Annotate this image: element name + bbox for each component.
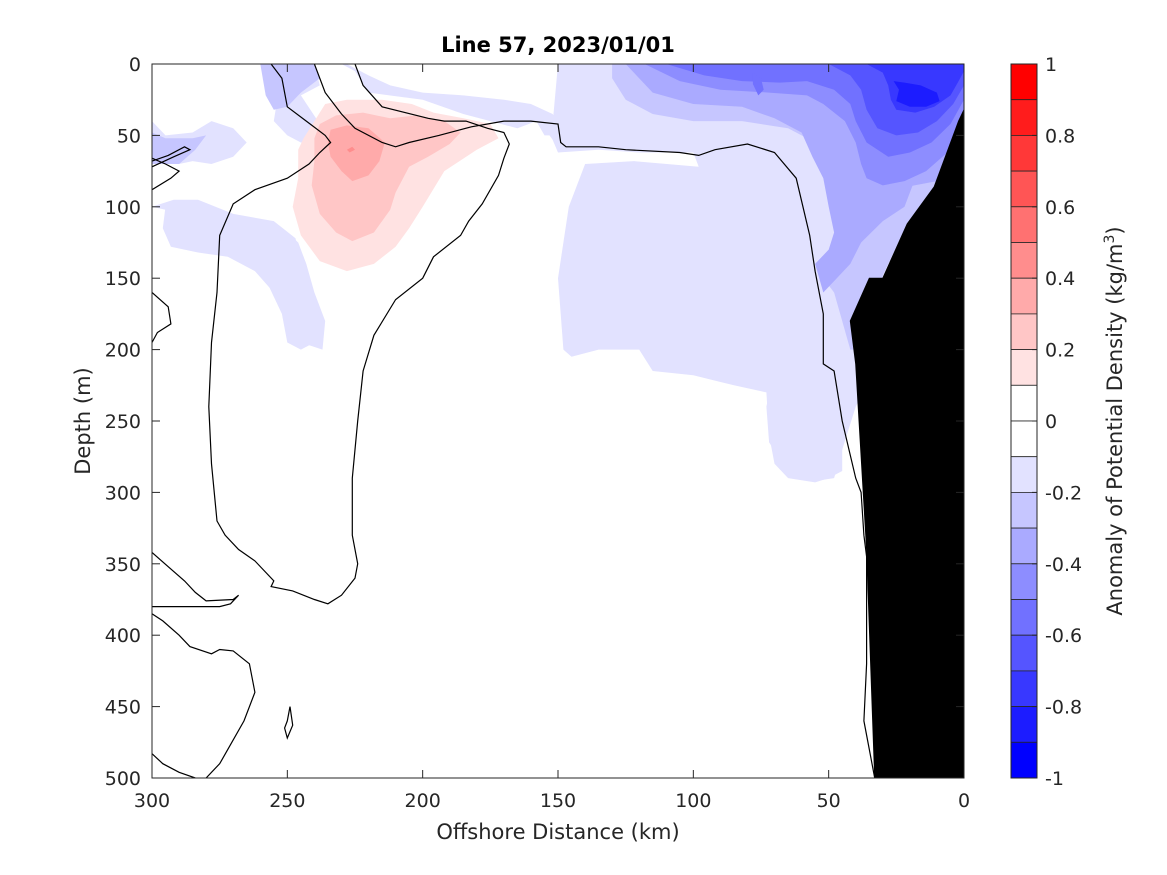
red-band-3-area-1: [327, 125, 385, 182]
x-tick-label: 50: [817, 790, 841, 812]
x-tick-label: 0: [958, 790, 970, 812]
colorbar-tick-label: 0.6: [1045, 197, 1075, 219]
colorbar-label: Anomaly of Potential Density (kg/m3): [1102, 226, 1127, 615]
colorbar-swatch: [1010, 420, 1038, 458]
y-tick-label: 350: [105, 554, 141, 576]
blue-band-5-area-2: [752, 72, 764, 96]
colorbar-swatch: [1010, 349, 1038, 386]
colorbar-swatch: [1010, 277, 1038, 315]
chart-title: Line 57, 2023/01/01: [441, 33, 675, 57]
blue-band-1-area-6: [152, 199, 320, 350]
colorbar-swatch: [1010, 563, 1038, 600]
colorbar-swatch: [1010, 313, 1038, 350]
y-tick-label: 500: [105, 768, 141, 790]
zero-contour-line-6: [152, 753, 196, 778]
colorbar-tick-label: 0.4: [1045, 268, 1075, 290]
colorbar-swatch: [1010, 527, 1038, 565]
x-tick-label: 150: [540, 790, 576, 812]
zero-contour-line-5: [152, 613, 256, 778]
zero-contour-line-3: [152, 292, 172, 343]
colorbar-swatch: [1010, 99, 1038, 136]
x-tick-label: 200: [405, 790, 441, 812]
colorbar-tick-label: -0.4: [1045, 554, 1082, 576]
zero-contour-line-8: [313, 64, 876, 778]
colorbar-tick-label: -1: [1045, 768, 1064, 790]
y-tick-label: 450: [105, 697, 141, 719]
y-tick-label: 200: [105, 340, 141, 362]
y-axis-label: Depth (m): [71, 367, 95, 474]
colorbar-tick-label: -0.8: [1045, 697, 1082, 719]
blue-band-1-area-4: [152, 64, 569, 164]
colorbar-swatch: [1010, 741, 1038, 779]
colorbar-swatch: [1010, 706, 1038, 743]
contour-fill-layer: [152, 64, 964, 483]
colorbar-swatch: [1010, 63, 1038, 101]
blue-band-2-area-1: [260, 64, 320, 110]
colorbar-swatch: [1010, 491, 1038, 529]
y-tick-label: 100: [105, 197, 141, 219]
y-tick-label: 0: [129, 54, 141, 76]
colorbar-swatch: [1010, 206, 1038, 243]
x-tick-label: 100: [675, 790, 711, 812]
bathymetry-layer: [849, 109, 964, 778]
x-tick-label: 250: [269, 790, 305, 812]
colorbar-swatch: [1010, 170, 1038, 208]
zero-contour-line-9: [208, 64, 510, 605]
y-tick-label: 250: [105, 411, 141, 433]
colorbar-swatch: [1010, 384, 1038, 422]
colorbar: 1 0.8 0.6 0.4 0.2 0 -0.2 -0.4 -0.6 -0.8 -1: [1010, 54, 1082, 790]
colorbar-label-suffix: ): [1103, 226, 1127, 234]
zero-contour-line-2: [152, 157, 181, 191]
colorbar-swatch: [1010, 634, 1038, 672]
y-tick-label: 150: [105, 268, 141, 290]
y-tick-label: 400: [105, 625, 141, 647]
x-axis-label: Offshore Distance (km): [436, 820, 679, 844]
zero-contour-line-1: [152, 146, 192, 168]
colorbar-tick-label: 0.2: [1045, 340, 1075, 362]
colorbar-tick-label: -0.2: [1045, 482, 1082, 504]
colorbar-label-superscript: 3: [1102, 235, 1118, 244]
colorbar-tick-label: 0.8: [1045, 125, 1075, 147]
zero-contour-line-7: [283, 706, 294, 740]
x-axis-ticks: 300 250 200 150 100 50 0: [134, 64, 970, 812]
colorbar-swatch: [1010, 456, 1038, 493]
colorbar-swatch: [1010, 242, 1038, 279]
y-tick-label: 50: [117, 125, 141, 147]
y-axis-ticks: 0 50 100 150 200 250 300 350 400 450 500: [105, 54, 964, 790]
colorbar-swatch: [1010, 134, 1038, 172]
red-band-4-area-1: [346, 146, 355, 153]
colorbar-swatch: [1010, 670, 1038, 708]
blue-band-8-area-1: [893, 81, 940, 107]
zero-contour-line-4: [152, 551, 240, 608]
colorbar-label-main: Anomaly of Potential Density (kg/m: [1103, 244, 1127, 616]
zero-contour-layer: [152, 64, 876, 778]
colorbar-tick-label: -0.6: [1045, 625, 1082, 647]
y-tick-label: 300: [105, 482, 141, 504]
seafloor-mask: [849, 109, 964, 778]
x-tick-label: 300: [134, 790, 170, 812]
colorbar-swatch: [1010, 599, 1038, 636]
colorbar-tick-label: 1: [1045, 54, 1057, 76]
colorbar-tick-label: 0: [1045, 411, 1057, 433]
